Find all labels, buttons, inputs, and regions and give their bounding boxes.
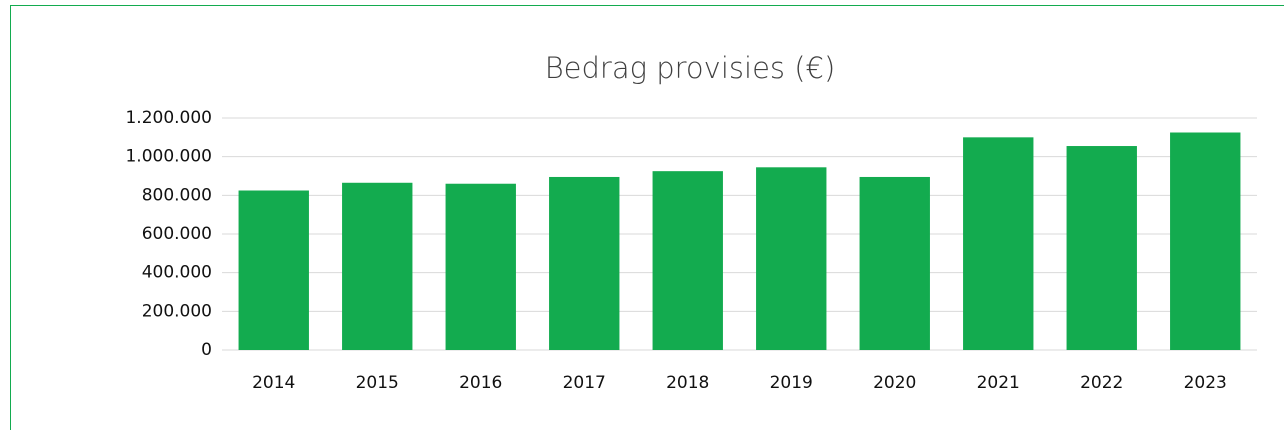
x-tick-label: 2015 — [356, 373, 399, 393]
y-tick-label: 200.000 — [142, 301, 212, 321]
x-tick-label: 2019 — [770, 373, 813, 393]
bar — [756, 167, 827, 350]
x-tick-label: 2023 — [1184, 373, 1227, 393]
x-tick-label: 2017 — [563, 373, 606, 393]
y-tick-label: 800.000 — [142, 185, 212, 205]
y-tick-label: 400.000 — [142, 263, 212, 283]
bar — [1066, 146, 1137, 350]
bar — [859, 176, 930, 350]
bar — [238, 190, 309, 350]
bar — [963, 137, 1034, 350]
frame — [10, 5, 1284, 430]
y-tick-label: 0 — [201, 340, 212, 360]
x-tick-label: 2020 — [873, 373, 916, 393]
bar — [652, 171, 723, 350]
x-tick-label: 2014 — [252, 373, 295, 393]
y-tick-label: 1.000.000 — [125, 147, 212, 167]
bar — [549, 176, 620, 350]
bar — [1170, 132, 1241, 350]
x-tick-label: 2021 — [977, 373, 1020, 393]
bar — [445, 183, 516, 350]
chart-title: Bedrag provisies (€) — [545, 51, 836, 85]
y-tick-label: 1.200.000 — [125, 108, 212, 128]
x-tick-label: 2022 — [1080, 373, 1123, 393]
bar — [342, 182, 413, 350]
y-tick-label: 600.000 — [142, 224, 212, 244]
x-tick-label: 2016 — [459, 373, 502, 393]
x-tick-label: 2018 — [666, 373, 709, 393]
